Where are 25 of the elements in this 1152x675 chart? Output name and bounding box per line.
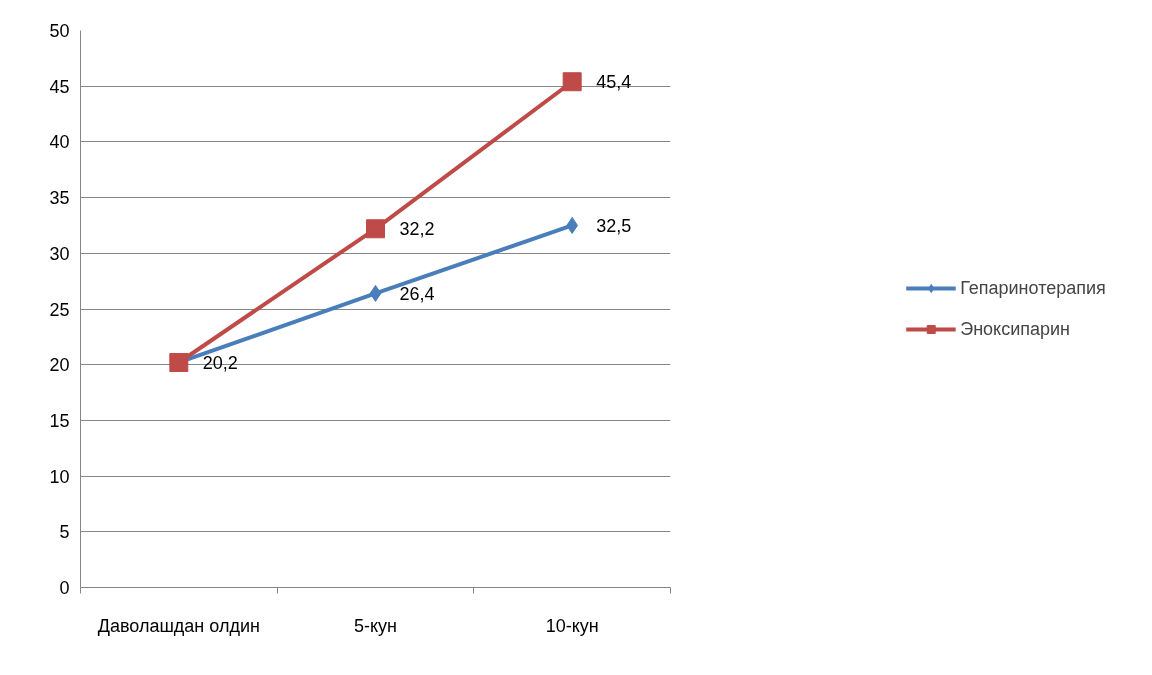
point: [369, 284, 382, 302]
legend-label: Гепаринотерапия: [960, 277, 1106, 299]
y-tick-label: 5: [59, 522, 70, 543]
y-tick-label: 30: [49, 243, 70, 264]
point: [366, 219, 385, 239]
data-label: 32,5: [596, 215, 632, 236]
y-tick-label: 15: [49, 410, 70, 431]
y-tick-label: 20: [49, 355, 70, 376]
x-tick-label: Даволашдан олдин: [97, 615, 260, 636]
y-tick-label: 35: [49, 188, 70, 209]
point: [169, 352, 189, 372]
x-tick-label: 5-кун: [353, 615, 398, 636]
y-tick-label: 0: [59, 578, 70, 598]
legend-label: Эноксипарин: [960, 318, 1071, 340]
data-label: 26,4: [399, 283, 435, 304]
data-label: 32,2: [399, 219, 435, 240]
data-label: 45,4: [596, 72, 632, 93]
data-label: 20,2: [202, 352, 238, 373]
y-tick-label: 50: [49, 21, 70, 41]
point: [562, 72, 582, 92]
y-tick-label: 10: [49, 466, 70, 487]
y-tick-label: 45: [49, 76, 70, 97]
y-tick-label: 25: [49, 299, 70, 320]
y-tick-label: 40: [49, 132, 70, 153]
x-tick-label: 10-кун: [545, 615, 599, 636]
